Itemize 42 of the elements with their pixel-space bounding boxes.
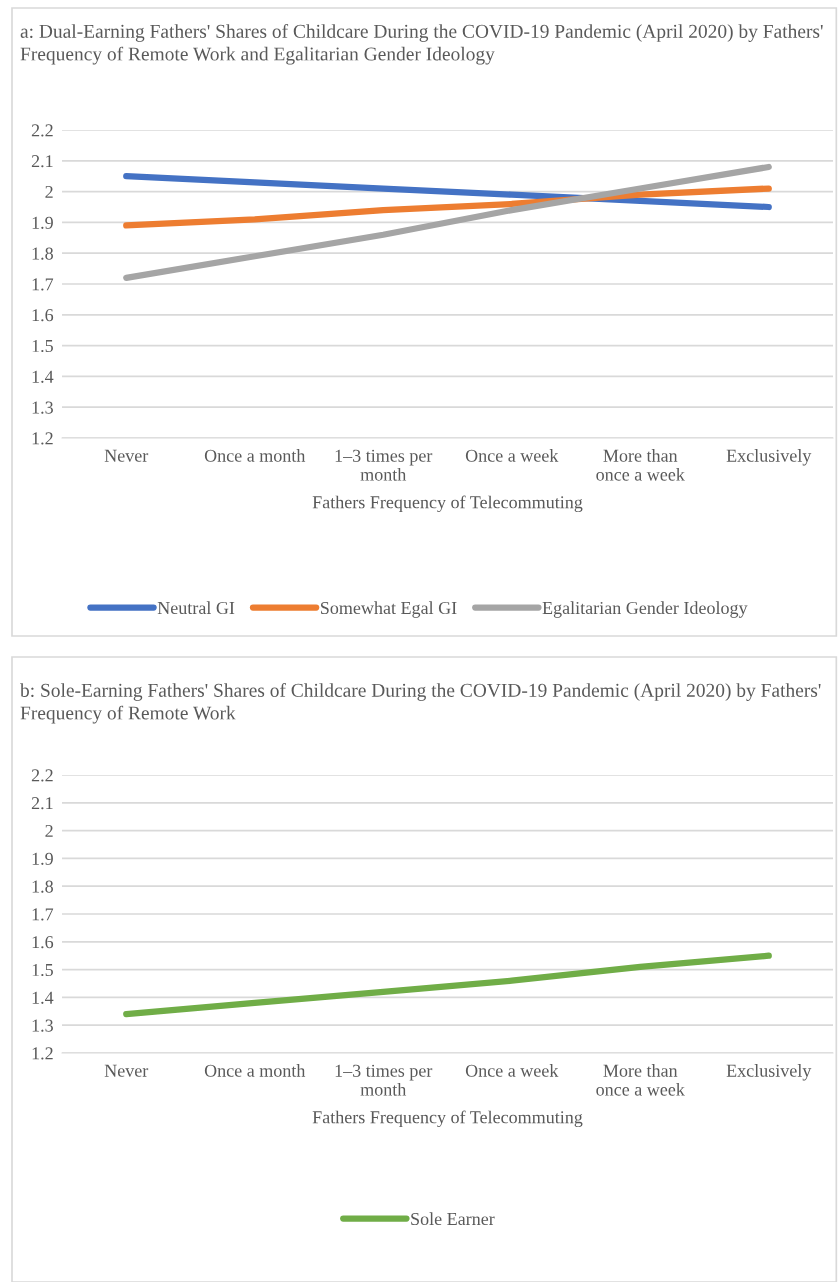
- x-tick-label: Exclusively: [726, 449, 812, 466]
- y-tick-label: 1.8: [32, 880, 53, 893]
- y-tick-label: 2: [45, 824, 53, 837]
- y-tick-label: 1.9: [32, 852, 53, 865]
- x-tick-label: 1–3 times per month: [335, 449, 433, 481]
- x-tick-label: Once a month: [204, 1064, 306, 1077]
- x-tick-label: Never: [104, 449, 149, 462]
- x-tick-label: Once a week: [465, 449, 559, 462]
- y-tick-label: 2.2: [31, 124, 53, 137]
- y-tick-label: 1.7: [32, 908, 54, 921]
- legend-label: Egalitarian Gender Ideology: [542, 601, 748, 618]
- x-tick-label: Once a month: [204, 449, 306, 462]
- y-tick-label: 1.2: [32, 432, 53, 445]
- legend-label: Neutral GI: [157, 601, 235, 615]
- x-axis-title: Fathers Frequency of Telecommuting: [312, 1110, 583, 1128]
- y-tick-label: 1.2: [32, 1047, 53, 1060]
- x-tick-label: Never: [104, 1064, 149, 1077]
- x-tick-label: Exclusively: [726, 1064, 812, 1081]
- y-tick-label: 1.5: [32, 963, 53, 977]
- y-tick-label: 1.5: [32, 339, 53, 353]
- y-tick-label: 1.8: [32, 247, 53, 260]
- x-tick-label: 1–3 times per month: [335, 1064, 433, 1096]
- y-tick-label: 1.3: [32, 401, 53, 414]
- y-tick-label: 1.6: [32, 936, 54, 949]
- x-tick-label: Once a week: [465, 1064, 559, 1077]
- y-tick-label: 2: [45, 185, 53, 198]
- legend-label: Sole Earner: [411, 1212, 495, 1226]
- y-tick-label: 1.3: [32, 1019, 53, 1032]
- y-tick-label: 1.6: [32, 309, 54, 322]
- y-tick-label: 2.2: [31, 769, 53, 782]
- y-tick-label: 2.1: [31, 155, 53, 168]
- x-axis-title: Fathers Frequency of Telecommuting: [312, 495, 583, 513]
- y-tick-label: 2.1: [31, 797, 53, 810]
- chart-title: a: Dual-Earning Fathers' Shares of Childcare During the COVID-19 Pandemic (April 2020) by Fathers' Frequency of Remote Work and Egalitarian Gender Ideology: [20, 24, 823, 65]
- chart-title: b: Sole-Earning Fathers' Shares of Childcare During the COVID-19 Pandemic (April 2020) by Fathers' Frequency of Remote Work: [20, 683, 821, 724]
- x-tick-label: More than once a week: [596, 1064, 685, 1096]
- y-tick-label: 1.7: [32, 278, 54, 291]
- y-tick-label: 1.4: [32, 991, 54, 1004]
- legend-label: Somewhat Egal GI: [320, 601, 457, 618]
- y-tick-label: 1.4: [32, 370, 54, 383]
- y-tick-label: 1.9: [32, 216, 53, 229]
- x-tick-label: More than once a week: [596, 449, 685, 481]
